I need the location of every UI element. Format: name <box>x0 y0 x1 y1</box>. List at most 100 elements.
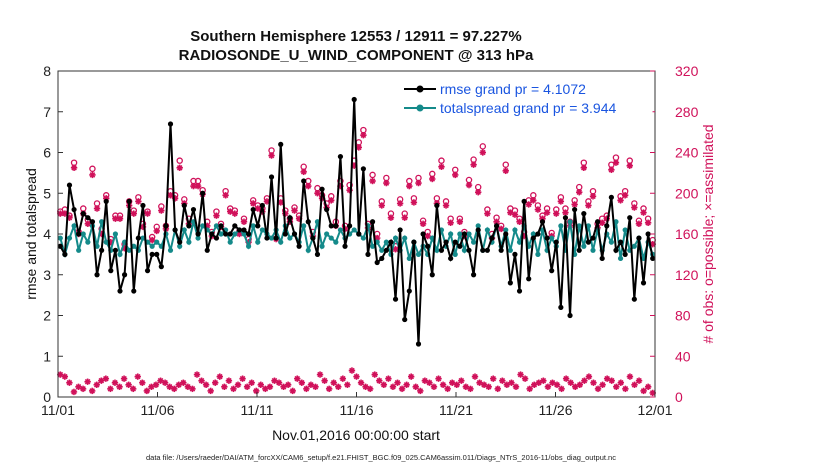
assimilated-low-marker <box>485 383 492 391</box>
assimilated-low-marker <box>303 385 310 393</box>
legend-spread-label: totalspread grand pr = 3.944 <box>440 100 617 116</box>
assimilated-low-marker <box>467 385 474 393</box>
totalspread-point <box>581 243 587 249</box>
series-lines <box>57 96 656 347</box>
assimilated-marker <box>608 166 615 174</box>
assimilated-low-marker <box>207 387 214 395</box>
totalspread-point <box>549 235 555 241</box>
rmse-point <box>177 239 183 245</box>
assimilated-marker <box>61 210 69 217</box>
assimilated-low-marker <box>613 383 620 391</box>
rmse-point <box>645 231 651 237</box>
assimilated-low-marker <box>558 385 565 393</box>
totalspread-point <box>415 251 422 257</box>
assimilated-low-marker <box>366 385 374 393</box>
assimilated-low-marker <box>357 379 365 386</box>
assimilated-low-marker <box>216 373 223 380</box>
rmse-point <box>604 223 610 229</box>
legend-rmse-marker <box>416 85 424 93</box>
assimilated-marker <box>631 204 638 211</box>
legend-box <box>399 75 653 121</box>
x-tick-label: 11/11 <box>241 402 274 418</box>
assimilated-low-marker <box>116 383 123 391</box>
rmse-point <box>195 231 201 237</box>
rmse-point <box>296 243 302 249</box>
rmse-point <box>650 255 656 262</box>
y2-tick-label: 320 <box>675 63 699 79</box>
assimilated-low-marker <box>312 383 319 391</box>
rmse-point <box>438 247 445 253</box>
assimilated-low-marker <box>426 379 433 386</box>
legend-spread-marker <box>416 104 424 112</box>
rmse-point <box>512 251 518 257</box>
totalspread-point <box>448 231 454 237</box>
assimilated-low-marker <box>517 371 524 378</box>
assimilated-low-marker <box>499 377 506 384</box>
rmse-point <box>154 251 160 257</box>
assimilated-marker <box>530 197 537 204</box>
rmse-point <box>466 247 472 253</box>
totalspread-point <box>195 235 201 241</box>
assimilated-low-marker <box>635 377 643 384</box>
rmse-point <box>112 247 119 253</box>
totalspread-point <box>259 227 265 233</box>
rmse-point <box>305 219 311 225</box>
assimilated-low-marker <box>371 371 378 378</box>
rmse-point <box>411 239 417 245</box>
assimilated-low-marker <box>230 385 237 393</box>
rmse-point <box>622 251 628 257</box>
assimilated-marker <box>360 131 367 139</box>
chart-subtitle: RADIOSONDE_U_WIND_COMPONENT @ 313 hPa <box>179 47 534 64</box>
totalspread-point <box>406 255 412 262</box>
totalspread-point <box>255 239 261 245</box>
assimilated-low-marker <box>88 387 96 395</box>
assimilated-marker <box>612 159 620 166</box>
rmse-point <box>167 121 174 127</box>
possible-marker <box>369 171 376 179</box>
rmse-point <box>558 304 564 310</box>
rmse-point <box>223 231 229 237</box>
assimilated-low-marker <box>294 375 301 382</box>
assimilated-marker <box>415 179 422 187</box>
y2-tick-label: 120 <box>675 267 699 283</box>
totalspread-point <box>218 231 224 237</box>
rmse-point <box>172 227 178 233</box>
chart-title: Southern Hemisphere 12553 / 12911 = 97.2… <box>190 28 521 45</box>
assimilated-low-marker <box>202 381 210 388</box>
assimilated-low-marker <box>576 381 584 388</box>
assimilated-marker <box>470 161 477 168</box>
assimilated-low-marker <box>508 379 515 386</box>
assimilated-low-marker <box>380 381 388 388</box>
assimilated-marker <box>401 214 408 221</box>
totalspread-point <box>392 235 399 241</box>
y-tick-label: 1 <box>43 348 51 364</box>
rmse-point <box>480 247 486 253</box>
rmse-point <box>590 235 596 241</box>
rmse-point <box>328 223 334 229</box>
assimilated-marker <box>438 163 445 170</box>
rmse-point <box>544 235 550 241</box>
assimilated-marker <box>640 209 647 216</box>
assimilated-marker <box>447 219 454 226</box>
assimilated-low-marker <box>471 373 479 380</box>
assimilated-low-marker <box>540 377 547 384</box>
assimilated-marker <box>502 167 509 175</box>
x-tick-label: 11/26 <box>539 402 573 418</box>
rmse-point <box>333 223 339 229</box>
rmse-point <box>301 178 307 184</box>
rmse-point <box>369 219 376 225</box>
assimilated-low-marker <box>221 383 228 391</box>
assimilated-marker <box>474 189 482 196</box>
rmse-point <box>232 223 238 229</box>
totalspread-point <box>503 227 509 233</box>
totalspread-point <box>360 235 366 241</box>
assimilated-low-marker <box>590 379 597 386</box>
assimilated-low-marker <box>567 379 574 386</box>
rmse-point <box>562 215 569 221</box>
totalspread-point <box>576 223 582 229</box>
legend-rmse-label: rmse grand pr = 4.1072 <box>440 81 586 97</box>
y-tick-label: 6 <box>43 145 51 161</box>
assimilated-marker <box>562 209 569 216</box>
totalspread-point <box>112 231 119 237</box>
assimilated-marker <box>617 197 624 204</box>
